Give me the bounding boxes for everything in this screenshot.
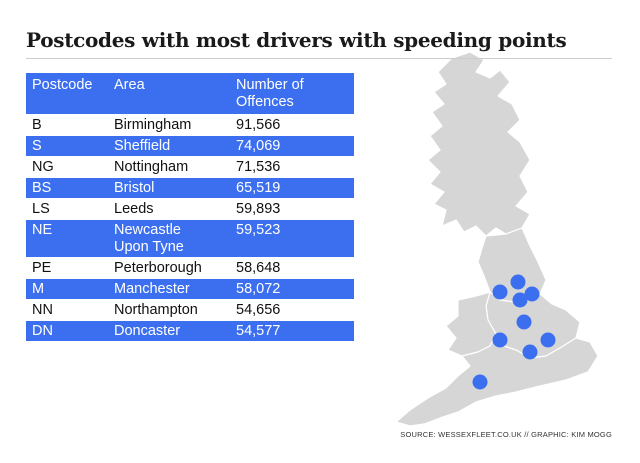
table-header-row: Postcode Area Number of Offences xyxy=(26,73,354,115)
area-cell: Nottingham xyxy=(114,159,189,175)
marker-doncaster xyxy=(524,286,540,302)
area-cell: Leeds xyxy=(114,201,154,217)
table-row: M Manchester 58,072 xyxy=(26,278,354,300)
south-england-region xyxy=(395,333,599,427)
area-cell: Bristol xyxy=(108,177,230,199)
postcode-cell: LS xyxy=(32,201,50,217)
offences-table: Postcode Area Number of Offences B Birmin… xyxy=(26,73,354,342)
page-title: Postcodes with most drivers with speedin… xyxy=(26,28,567,52)
postcode-cell: M xyxy=(26,278,108,300)
area-cell: Manchester xyxy=(108,278,230,300)
header-offences-label: Number of Offences xyxy=(236,77,304,110)
postcode-cell: BS xyxy=(26,177,108,199)
postcode-cell: DN xyxy=(26,320,108,342)
offences-cell: 65,519 xyxy=(230,177,354,199)
postcode-cell: NG xyxy=(32,159,54,175)
area-cell: Peterborough xyxy=(114,260,202,276)
table-row: S Sheffield 74,069 xyxy=(26,135,354,157)
postcode-cell: B xyxy=(32,117,42,133)
table-row: DN Doncaster 54,577 xyxy=(26,320,354,342)
table-row: NN Northampton 54,656 xyxy=(26,300,354,321)
table-row: NG Nottingham 71,536 xyxy=(26,157,354,178)
area-cell: Doncaster xyxy=(108,320,230,342)
marker-northampton xyxy=(522,344,538,360)
marker-peterborough xyxy=(540,332,556,348)
offences-cell: 71,536 xyxy=(236,159,281,175)
offences-cell: 54,656 xyxy=(236,302,281,318)
title-divider xyxy=(26,58,612,59)
header-offences: Number of Offences xyxy=(230,73,354,115)
marker-manchester xyxy=(492,332,508,348)
marker-nottingham xyxy=(516,314,532,330)
scotland-region xyxy=(427,51,531,237)
postcode-cell: NE xyxy=(26,219,108,258)
table-row: BS Bristol 65,519 xyxy=(26,177,354,199)
offences-cell: 91,566 xyxy=(236,117,281,133)
area-cell: Sheffield xyxy=(108,135,230,157)
table-body: B Birmingham 91,566 S Sheffield 74,069 NG Notti… xyxy=(26,115,354,342)
table-row: B Birmingham 91,566 xyxy=(26,115,354,136)
table-row: LS Leeds 59,893 xyxy=(26,199,354,220)
offences-cell: 58,648 xyxy=(236,260,281,276)
offence-markers xyxy=(472,274,556,390)
marker-leeds xyxy=(492,284,508,300)
table-row: NE Newcastle Upon Tyne 59,523 xyxy=(26,219,354,258)
table-row: PE Peterborough 58,648 xyxy=(26,258,354,279)
header-area: Area xyxy=(108,73,230,115)
area-cell: Birmingham xyxy=(114,117,192,133)
marker-newcastle xyxy=(510,274,526,290)
offences-cell: 74,069 xyxy=(230,135,354,157)
offences-cell: 58,072 xyxy=(230,278,354,300)
source-credit: SOURCE: WESSEXFLEET.CO.UK // GRAPHIC: KI… xyxy=(400,430,612,439)
postcode-cell: PE xyxy=(32,260,52,276)
marker-sheffield xyxy=(512,292,528,308)
postcode-cell: NN xyxy=(32,302,53,318)
area-cell: Newcastle Upon Tyne xyxy=(108,219,230,258)
area-cell: Northampton xyxy=(114,302,198,318)
marker-bristol xyxy=(472,374,488,390)
offences-cell: 54,577 xyxy=(230,320,354,342)
postcode-cell: S xyxy=(26,135,108,157)
header-postcode: Postcode xyxy=(26,73,108,115)
offences-cell: 59,893 xyxy=(236,201,281,217)
offences-cell: 59,523 xyxy=(230,219,354,258)
